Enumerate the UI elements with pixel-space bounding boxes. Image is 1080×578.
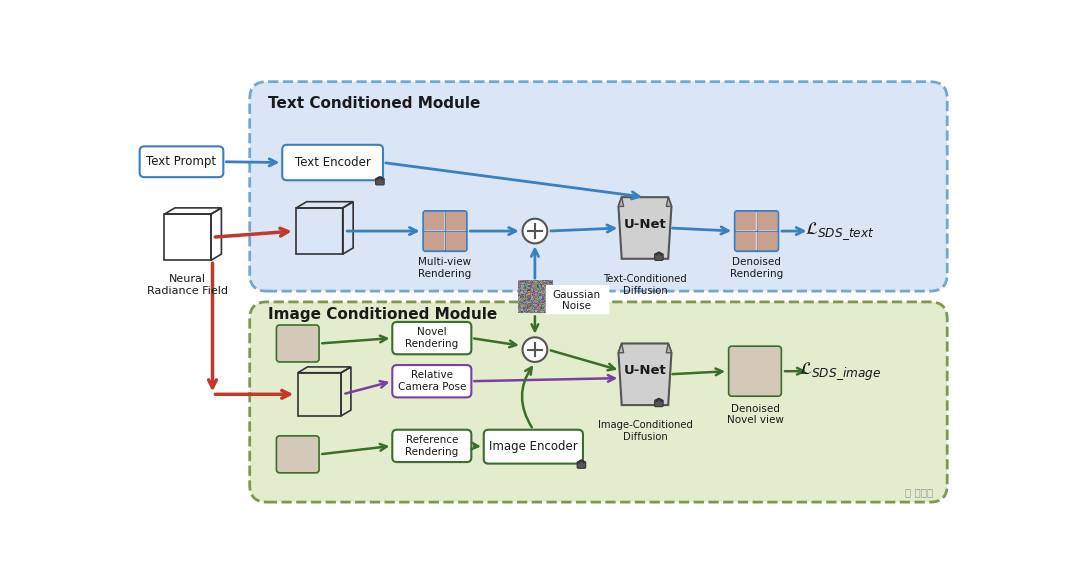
Text: Multi-view
Rendering: Multi-view Rendering: [418, 257, 472, 279]
FancyBboxPatch shape: [446, 212, 465, 230]
Circle shape: [523, 338, 548, 362]
FancyBboxPatch shape: [423, 211, 467, 251]
FancyBboxPatch shape: [249, 81, 947, 291]
Text: U-Net: U-Net: [623, 218, 666, 231]
Text: Denoised
Novel view: Denoised Novel view: [727, 403, 783, 425]
Text: Image Encoder: Image Encoder: [489, 440, 578, 453]
Text: Novel
Rendering: Novel Rendering: [405, 327, 458, 349]
Text: Image Conditioned Module: Image Conditioned Module: [268, 306, 498, 321]
FancyBboxPatch shape: [446, 232, 465, 250]
FancyBboxPatch shape: [734, 211, 779, 251]
Text: Text-Conditioned
Diffusion: Text-Conditioned Diffusion: [603, 274, 687, 296]
FancyBboxPatch shape: [757, 212, 778, 230]
Text: $\mathcal{L}_{SDS\_image}$: $\mathcal{L}_{SDS\_image}$: [799, 361, 881, 382]
FancyBboxPatch shape: [424, 232, 444, 250]
Text: Text Conditioned Module: Text Conditioned Module: [268, 95, 481, 110]
Polygon shape: [619, 197, 672, 259]
FancyBboxPatch shape: [276, 436, 319, 473]
Text: Gaussian
Noise: Gaussian Noise: [553, 290, 600, 311]
Polygon shape: [619, 343, 672, 405]
FancyBboxPatch shape: [654, 400, 663, 407]
Polygon shape: [666, 343, 672, 353]
FancyBboxPatch shape: [735, 232, 756, 250]
FancyBboxPatch shape: [392, 429, 471, 462]
FancyBboxPatch shape: [249, 302, 947, 502]
FancyBboxPatch shape: [729, 346, 781, 397]
FancyBboxPatch shape: [392, 322, 471, 354]
FancyBboxPatch shape: [282, 145, 383, 180]
FancyBboxPatch shape: [654, 254, 663, 260]
Text: Denoised
Rendering: Denoised Rendering: [730, 257, 783, 279]
Text: $\mathcal{L}_{SDS\_text}$: $\mathcal{L}_{SDS\_text}$: [806, 220, 875, 242]
Text: Reference
Rendering: Reference Rendering: [405, 435, 458, 457]
FancyBboxPatch shape: [424, 212, 444, 230]
FancyBboxPatch shape: [276, 325, 319, 362]
Text: Relative
Camera Pose: Relative Camera Pose: [397, 370, 465, 392]
Text: Image-Conditioned
Diffusion: Image-Conditioned Diffusion: [597, 420, 692, 442]
FancyBboxPatch shape: [376, 178, 384, 185]
FancyBboxPatch shape: [577, 461, 585, 468]
FancyBboxPatch shape: [139, 146, 224, 177]
FancyBboxPatch shape: [757, 232, 778, 250]
Polygon shape: [619, 343, 623, 353]
Text: 🔊 量子位: 🔊 量子位: [905, 487, 933, 498]
Text: Text Encoder: Text Encoder: [295, 156, 370, 169]
FancyBboxPatch shape: [545, 285, 609, 314]
FancyBboxPatch shape: [392, 365, 471, 398]
Polygon shape: [666, 197, 672, 206]
Polygon shape: [619, 197, 623, 206]
Text: Text Prompt: Text Prompt: [147, 155, 217, 168]
Circle shape: [523, 218, 548, 243]
Text: U-Net: U-Net: [623, 364, 666, 377]
FancyBboxPatch shape: [735, 212, 756, 230]
Text: Neural
Radiance Field: Neural Radiance Field: [147, 274, 228, 296]
FancyBboxPatch shape: [484, 429, 583, 464]
